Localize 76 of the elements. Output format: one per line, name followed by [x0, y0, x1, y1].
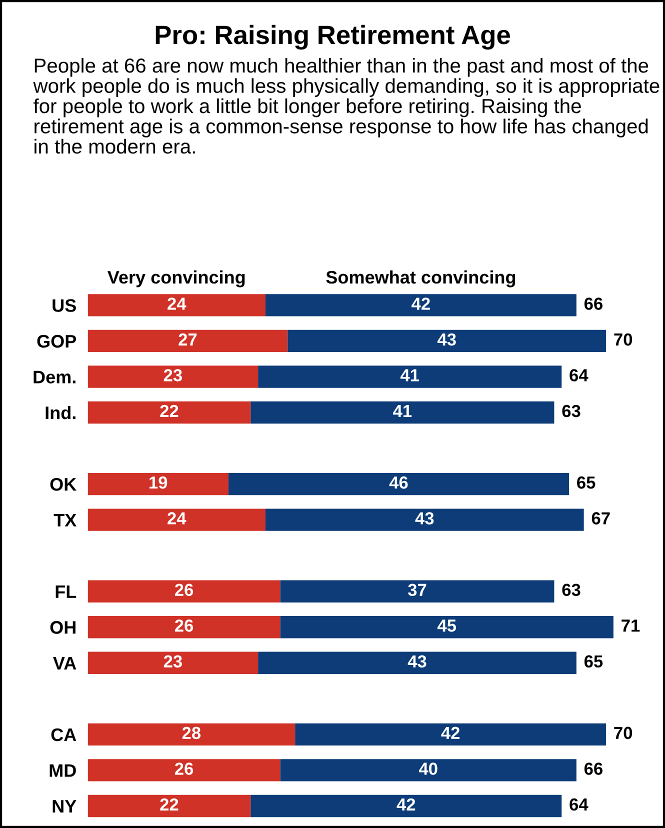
bar: [258, 652, 576, 674]
bar: [88, 366, 258, 388]
bar: [280, 759, 576, 782]
data-label: 42: [412, 298, 430, 310]
data-label: 23: [164, 369, 182, 382]
data-label: 40: [418, 762, 438, 775]
series-label: Somewhat convincing: [326, 270, 516, 288]
bar: [88, 330, 288, 352]
y-tick-label: NY: [52, 800, 76, 813]
data-label: 37: [408, 584, 426, 596]
data-label: 46: [389, 476, 408, 489]
total-label: 63: [562, 404, 580, 418]
bar: [280, 616, 614, 638]
data-label: 43: [408, 655, 426, 668]
data-label: 26: [174, 619, 194, 632]
total-label: 64: [570, 798, 588, 811]
data-label: 26: [174, 762, 194, 775]
bar: [88, 472, 228, 496]
chart-subtitle: People at 66 are now much healthier than in the past and most of the work people do is much less physically demanding, so it is appropriate for people to work a little bit longer before retiring. Raising the retirement age is a common-sense response to how life has changed in the modern era.: [33, 58, 660, 154]
data-label: 24: [168, 298, 186, 310]
total-label: 67: [592, 512, 610, 524]
bar: [250, 794, 562, 818]
bar: [88, 616, 280, 638]
y-tick-label: MD: [50, 764, 76, 777]
total-label: 65: [584, 655, 603, 668]
total-label: 66: [584, 762, 603, 775]
total-label: 65: [577, 476, 596, 489]
total-label: 71: [622, 620, 640, 632]
y-tick-label: CA: [51, 728, 76, 742]
total-label: 63: [562, 584, 580, 596]
data-label: 22: [160, 798, 178, 810]
bar: [88, 759, 280, 782]
y-tick-label: OK: [50, 478, 77, 491]
series-label: Very convincing: [108, 270, 245, 288]
bar: [228, 472, 570, 496]
total-label: 64: [570, 369, 588, 382]
data-label: 27: [178, 333, 197, 346]
y-tick-label: FL: [56, 585, 76, 598]
bar: [258, 366, 562, 388]
bar: [88, 794, 251, 818]
bar: [250, 401, 554, 424]
data-label: 45: [437, 620, 456, 632]
data-label: 43: [437, 333, 456, 346]
bar: [88, 294, 266, 316]
data-label: 28: [182, 726, 201, 740]
data-label: 19: [150, 476, 168, 489]
data-label: 26: [174, 584, 194, 596]
total-label: 70: [614, 726, 632, 740]
data-label: 23: [164, 655, 182, 668]
y-tick-label: US: [52, 299, 76, 312]
total-label: 66: [584, 298, 603, 310]
chart-title: Pro: Raising Retirement Age: [156, 24, 510, 50]
data-label: 22: [160, 404, 178, 417]
bar: [88, 723, 296, 746]
bar: [265, 508, 584, 531]
bar: [280, 580, 554, 602]
data-label: 41: [400, 369, 420, 382]
data-label: 43: [415, 512, 434, 525]
bar: [295, 723, 606, 746]
y-tick-label: Ind.: [46, 406, 76, 420]
y-tick-label: Dem.: [34, 370, 76, 384]
bar: [265, 294, 576, 316]
data-label: 42: [441, 726, 460, 739]
bar: [88, 401, 251, 424]
bar: [288, 330, 606, 352]
data-label: 41: [393, 405, 412, 417]
y-tick-label: GOP: [37, 334, 76, 348]
bar: [88, 652, 258, 674]
bar: [88, 508, 266, 531]
y-tick-label: OH: [50, 621, 76, 634]
total-label: 70: [614, 333, 632, 346]
y-tick-label: VA: [53, 657, 76, 670]
data-label: 42: [396, 798, 416, 810]
y-tick-label: TX: [54, 514, 77, 526]
data-label: 24: [168, 512, 186, 524]
bar: [88, 580, 280, 602]
